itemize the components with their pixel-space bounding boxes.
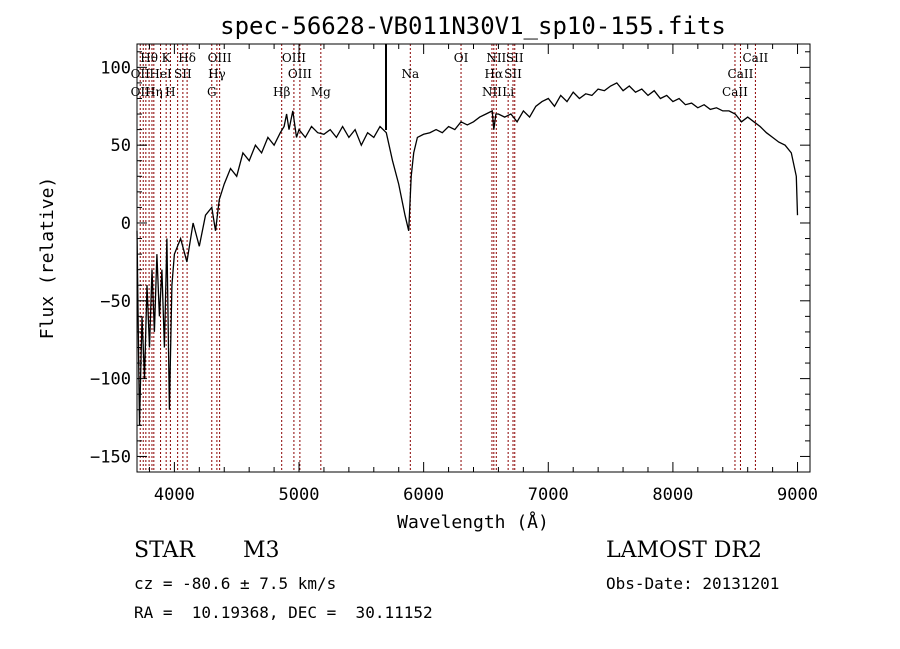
marker-label: OII	[131, 85, 151, 99]
y-tick-label: −150	[90, 447, 131, 467]
marker-label: Hα	[485, 67, 504, 81]
marker-label: Mg	[311, 85, 331, 99]
spectrum-line	[136, 82, 799, 426]
x-tick-label: 9000	[777, 485, 818, 505]
marker-label: K	[162, 51, 172, 65]
x-tick-label: 6000	[403, 485, 444, 505]
marker-label: OII	[131, 67, 151, 81]
y-tick-label: 0	[121, 214, 131, 234]
marker-label: OI	[454, 51, 469, 65]
marker-label: CaII	[742, 51, 768, 65]
object-subclass: M3	[243, 538, 280, 563]
survey-name: LAMOST DR2	[606, 538, 762, 563]
marker-lines	[139, 44, 756, 472]
marker-label: Hβ	[273, 85, 290, 99]
x-tick-label: 4000	[154, 485, 195, 505]
y-tick-label: −100	[90, 370, 131, 390]
y-axis-label: Flux (relative)	[37, 177, 58, 340]
marker-label: CaII	[722, 85, 748, 99]
marker-label: CaII	[728, 67, 754, 81]
marker-label: SII	[174, 67, 192, 81]
marker-label: G	[207, 85, 217, 99]
marker-label: OIII	[282, 51, 306, 65]
redshift-velocity: cz = -80.6 ± 7.5 km/s	[134, 574, 337, 593]
marker-label: Na	[401, 67, 419, 81]
chart-title: spec-56628-VB011N30V1_sp10-155.fits	[220, 12, 726, 40]
marker-label: NII	[482, 85, 502, 99]
y-tick-label: −50	[100, 292, 131, 312]
marker-label: NII	[486, 51, 506, 65]
marker-label: OIII	[208, 51, 232, 65]
object-class: STAR	[134, 538, 195, 563]
coordinates: RA = 10.19368, DEC = 30.11152	[134, 603, 433, 622]
marker-label: H	[165, 85, 175, 99]
x-tick-label: 5000	[279, 485, 320, 505]
observation-date: Obs-Date: 20131201	[606, 574, 780, 593]
marker-label: Hδ	[178, 51, 196, 65]
x-axis-ticks: 4000 5000 6000 7000 8000 9000	[148, 44, 818, 505]
x-tick-label: 7000	[528, 485, 569, 505]
y-axis-ticks: −150 −100 −50 0 50 100	[90, 51, 810, 467]
marker-label: Li	[502, 85, 514, 99]
spectrum-chart: spec-56628-VB011N30V1_sp10-155.fits Hθ K H…	[37, 12, 818, 533]
marker-label: HeI	[149, 67, 172, 81]
marker-label: SII	[506, 51, 524, 65]
x-tick-label: 8000	[652, 485, 693, 505]
x-axis-label: Wavelength (Å)	[397, 511, 549, 533]
marker-label: Hη	[145, 85, 163, 99]
marker-label: OIII	[288, 67, 312, 81]
marker-label: Hγ	[208, 67, 226, 81]
y-tick-label: 100	[100, 58, 131, 78]
marker-label: Hθ	[140, 51, 158, 65]
marker-label: SII	[504, 67, 522, 81]
y-tick-label: 50	[111, 136, 131, 156]
